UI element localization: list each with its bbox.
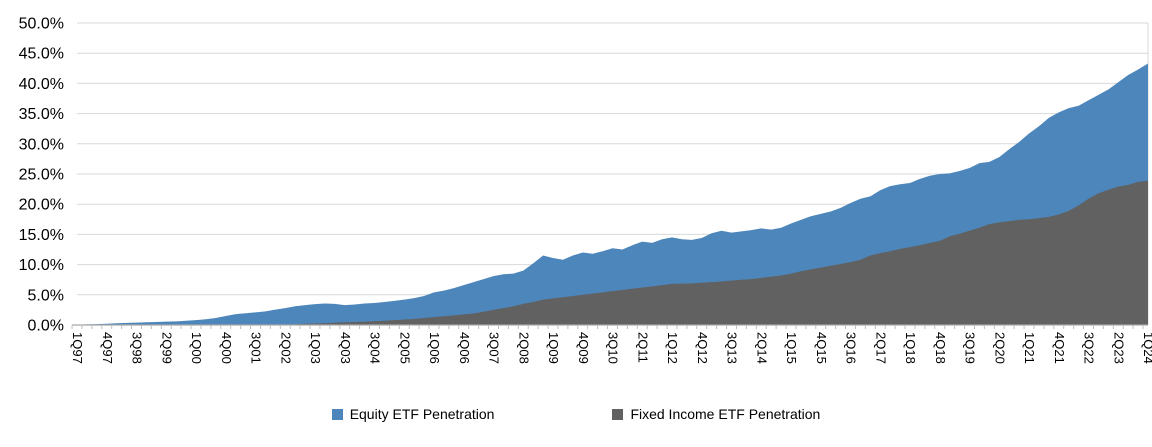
svg-text:3Q16: 3Q16 (844, 332, 859, 364)
svg-text:1Q15: 1Q15 (784, 332, 799, 364)
svg-text:3Q01: 3Q01 (249, 332, 264, 364)
svg-text:2Q17: 2Q17 (873, 332, 888, 364)
svg-text:3Q13: 3Q13 (725, 332, 740, 364)
svg-text:4Q21: 4Q21 (1052, 332, 1067, 364)
svg-text:1Q18: 1Q18 (903, 332, 918, 364)
svg-text:2Q08: 2Q08 (516, 332, 531, 364)
legend-item-fixed-income: Fixed Income ETF Penetration (612, 407, 820, 421)
fixed-income-series-marker (612, 408, 624, 420)
area-series (77, 63, 1148, 325)
svg-text:4Q18: 4Q18 (933, 332, 948, 364)
svg-text:5.0%: 5.0% (28, 287, 64, 304)
svg-text:2Q14: 2Q14 (754, 332, 769, 364)
svg-text:1Q00: 1Q00 (189, 332, 204, 364)
svg-text:45.0%: 45.0% (19, 46, 64, 63)
svg-text:2Q23: 2Q23 (1111, 332, 1126, 364)
svg-text:50.0%: 50.0% (19, 16, 64, 33)
svg-text:2Q20: 2Q20 (992, 332, 1007, 364)
svg-text:3Q07: 3Q07 (487, 332, 502, 364)
x-axis-tick-marks (71, 325, 1144, 329)
svg-text:1Q03: 1Q03 (308, 332, 323, 364)
y-axis-labels: 0.0% 5.0% 10.0% 15.0% 20.0% 25.0% 30.0% 35.0% 40… (19, 16, 64, 335)
svg-text:4Q12: 4Q12 (695, 332, 710, 364)
chart-plot-svg: 0.0% 5.0% 10.0% 15.0% 20.0% 25.0% 30.0% 35.0% 40… (19, 16, 1152, 364)
svg-text:15.0%: 15.0% (19, 227, 64, 244)
legend: Equity ETF Penetration Fixed Income ETF … (0, 401, 1152, 427)
equity-series-marker (331, 408, 343, 420)
svg-text:0.0%: 0.0% (28, 318, 64, 335)
svg-text:1Q06: 1Q06 (427, 332, 442, 364)
svg-text:3Q10: 3Q10 (606, 332, 621, 364)
svg-text:4Q15: 4Q15 (814, 332, 829, 364)
svg-text:3Q04: 3Q04 (368, 332, 383, 364)
svg-text:4Q06: 4Q06 (457, 332, 472, 364)
svg-text:40.0%: 40.0% (19, 76, 64, 93)
svg-text:3Q98: 3Q98 (130, 332, 145, 364)
svg-text:2Q02: 2Q02 (278, 332, 293, 364)
svg-text:25.0%: 25.0% (19, 167, 64, 184)
fixed-income-series-label: Fixed Income ETF Penetration (630, 406, 821, 422)
x-axis-labels: 1Q97 4Q97 3Q98 2Q99 1Q00 4Q00 3Q01 2Q02 1Q03 4Q03… (70, 332, 1152, 364)
svg-text:10.0%: 10.0% (19, 257, 64, 274)
svg-text:4Q00: 4Q00 (219, 332, 234, 364)
svg-text:20.0%: 20.0% (19, 197, 64, 214)
svg-text:2Q05: 2Q05 (397, 332, 412, 364)
svg-text:1Q24: 1Q24 (1141, 332, 1152, 364)
svg-text:1Q12: 1Q12 (665, 332, 680, 364)
equity-series-label: Equity ETF Penetration (349, 406, 495, 422)
svg-text:1Q21: 1Q21 (1022, 332, 1037, 364)
svg-text:1Q09: 1Q09 (546, 332, 561, 364)
svg-text:2Q11: 2Q11 (635, 332, 650, 363)
svg-text:2Q99: 2Q99 (159, 332, 174, 364)
svg-text:4Q09: 4Q09 (576, 332, 591, 364)
svg-text:1Q97: 1Q97 (70, 332, 85, 364)
svg-text:3Q19: 3Q19 (963, 332, 978, 364)
svg-text:4Q03: 4Q03 (338, 332, 353, 364)
svg-text:35.0%: 35.0% (19, 106, 64, 123)
gridlines (77, 22, 1148, 296)
svg-text:30.0%: 30.0% (19, 136, 64, 153)
legend-item-equity: Equity ETF Penetration (331, 406, 495, 422)
svg-text:3Q22: 3Q22 (1082, 332, 1097, 364)
svg-text:4Q97: 4Q97 (100, 332, 115, 364)
